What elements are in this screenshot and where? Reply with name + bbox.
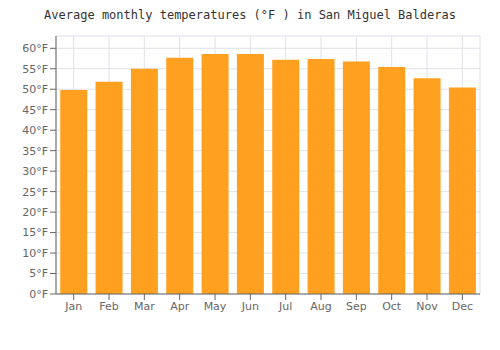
svg-text:60°F: 60°F (22, 42, 48, 55)
svg-text:55°F: 55°F (22, 63, 48, 76)
svg-text:Aug: Aug (310, 300, 331, 313)
svg-text:Oct: Oct (382, 300, 402, 313)
svg-text:Mar: Mar (134, 300, 155, 313)
html-text:Average monthly temperatures (: Average monthly temperatures (°F ) in Sa… (44, 8, 456, 22)
svg-text:Jan: Jan (64, 300, 82, 313)
svg-text:35°F: 35°F (22, 145, 48, 158)
svg-text:Jul: Jul (278, 300, 292, 313)
svg-text:50°F: 50°F (22, 83, 48, 96)
svg-text:Nov: Nov (416, 300, 438, 313)
svg-text:May: May (204, 300, 227, 313)
svg-text:Jun: Jun (241, 300, 259, 313)
svg-text:45°F: 45°F (22, 104, 48, 117)
svg-text:30°F: 30°F (22, 165, 48, 178)
svg-text:10°F: 10°F (22, 247, 48, 260)
svg-text:Dec: Dec (452, 300, 473, 313)
svg-text:Apr: Apr (170, 300, 190, 313)
svg-text:Sep: Sep (346, 300, 367, 313)
svg-text:5°F: 5°F (29, 267, 48, 280)
svg-text:40°F: 40°F (22, 124, 48, 137)
svg-text:15°F: 15°F (22, 226, 48, 239)
svg-text:Feb: Feb (99, 300, 118, 313)
svg-text:0°F: 0°F (29, 288, 48, 301)
svg-text:25°F: 25°F (22, 186, 48, 199)
svg-text:20°F: 20°F (22, 206, 48, 219)
